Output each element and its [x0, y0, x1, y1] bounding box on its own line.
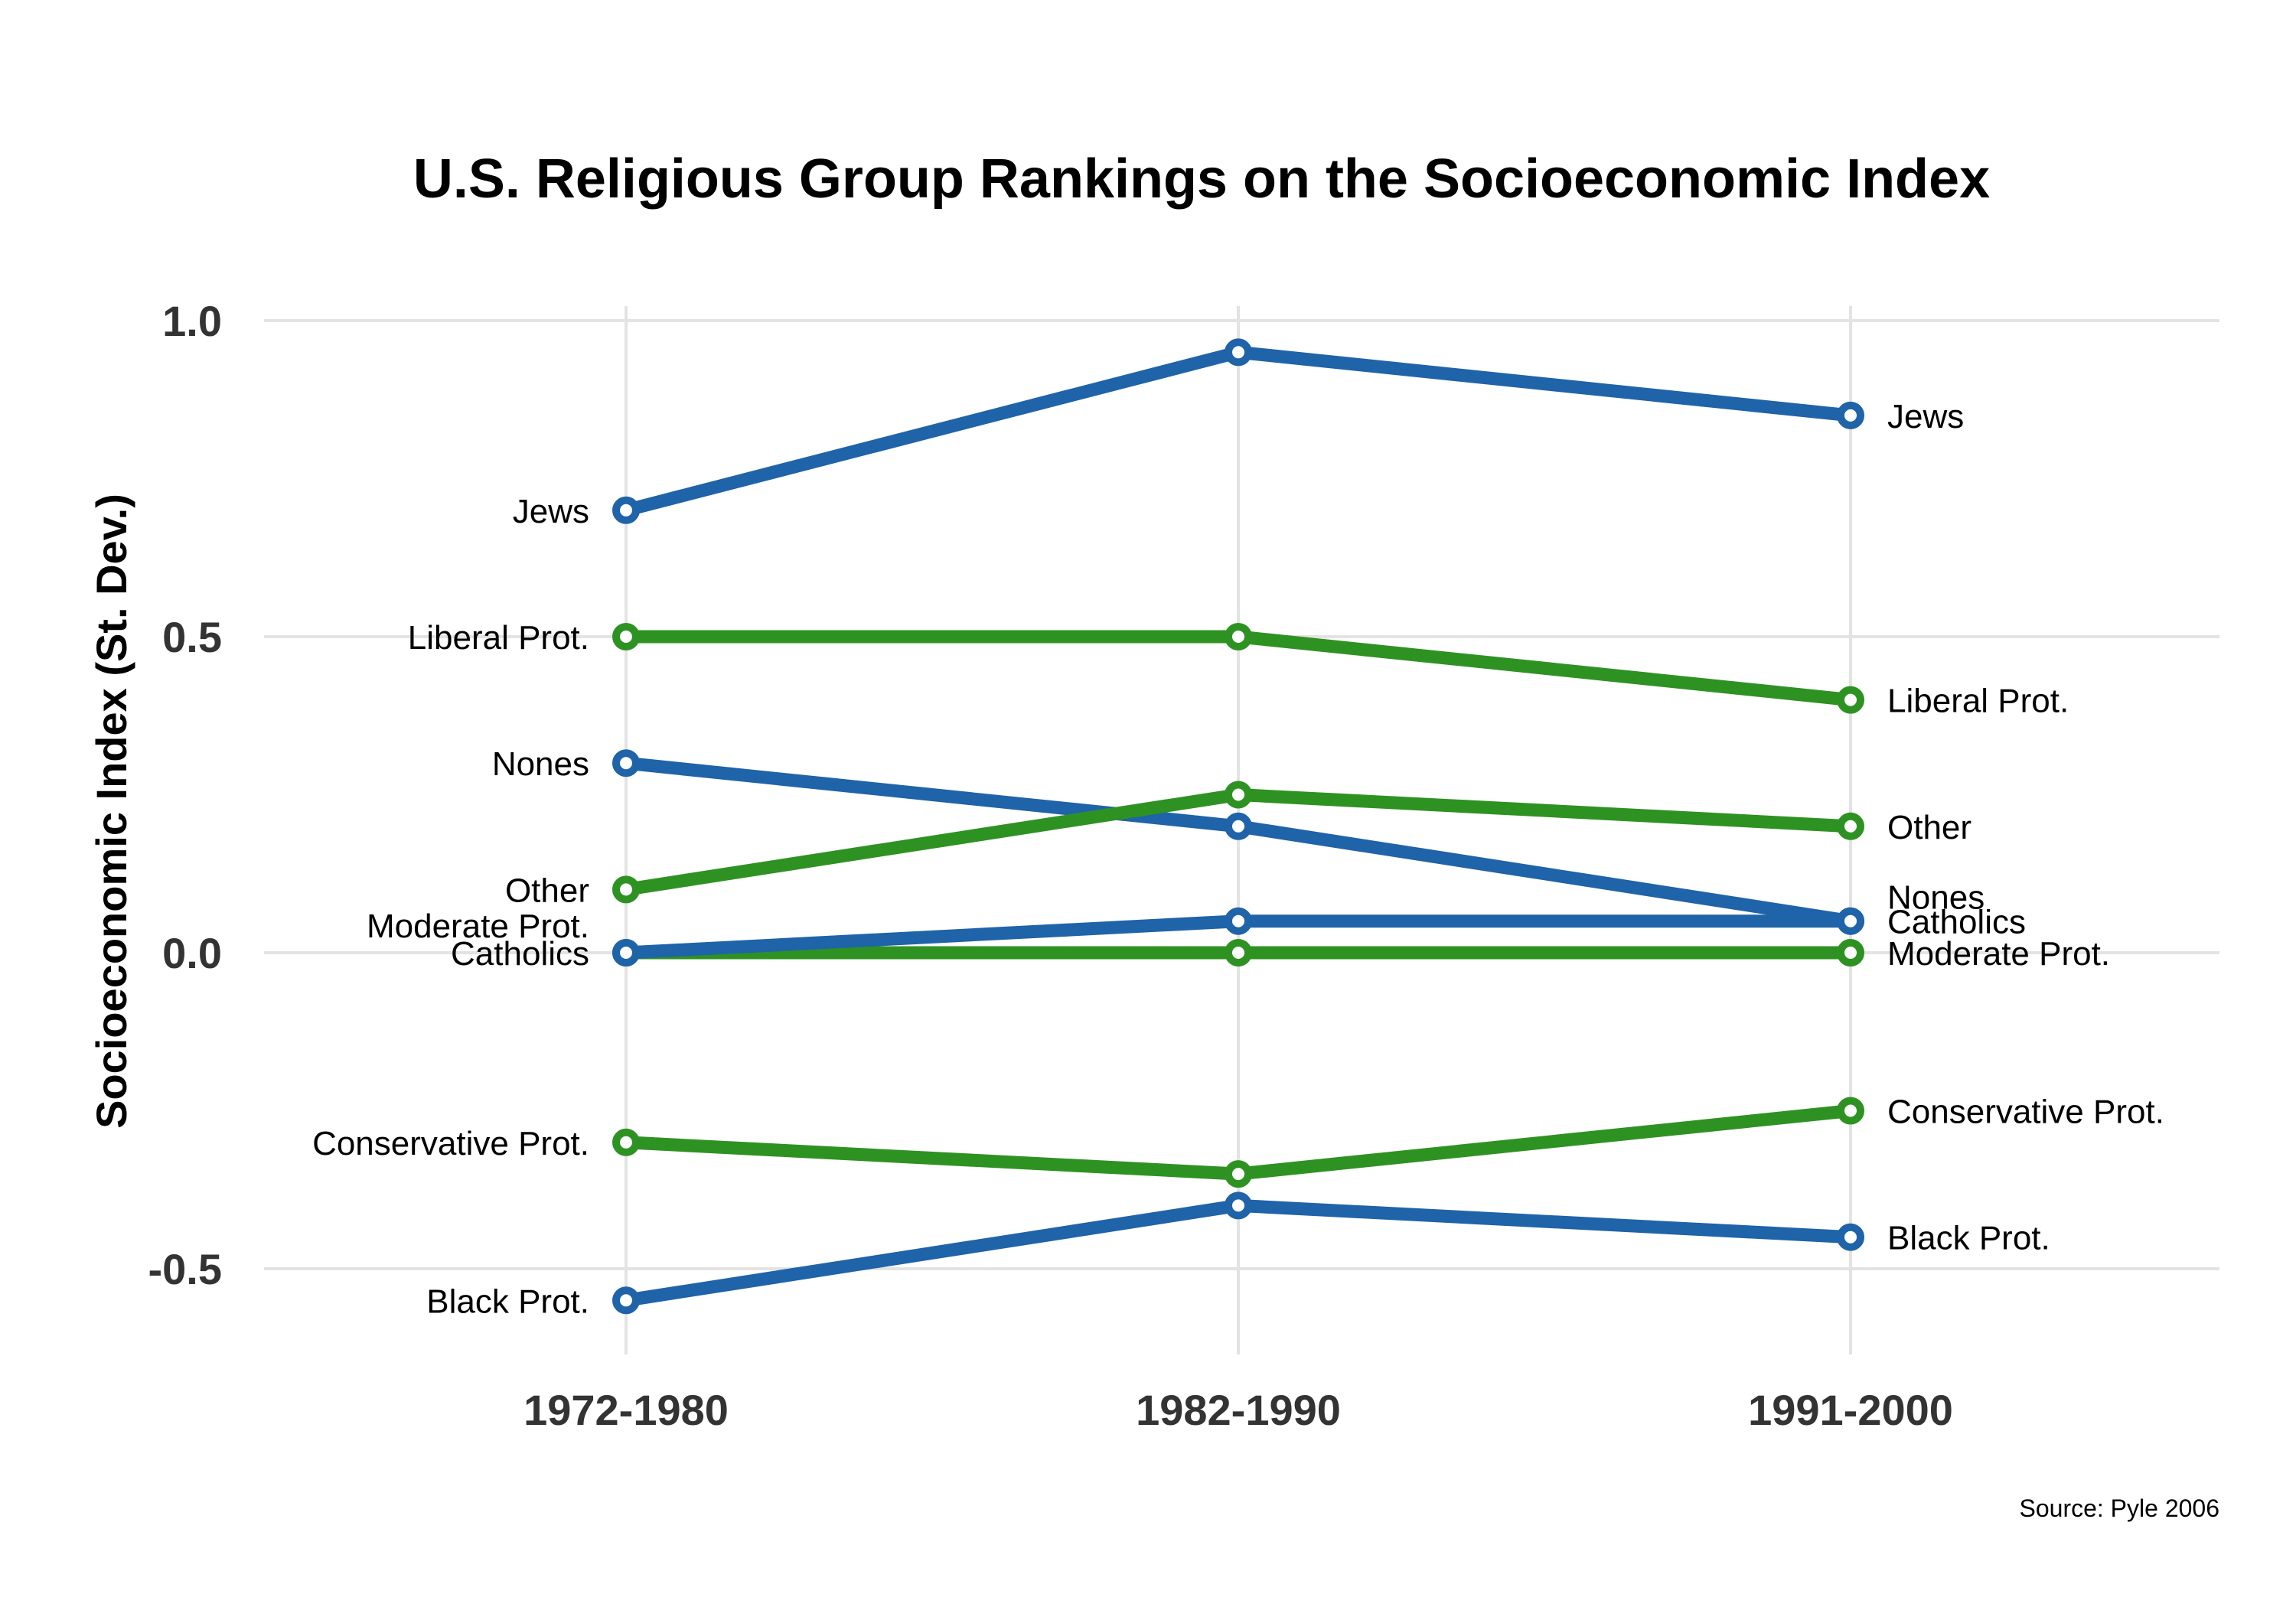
data-point-conservative-prot [1837, 1097, 1864, 1125]
data-point-moderate-prot [1837, 939, 1864, 966]
source-caption: Source: Pyle 2006 [2020, 1495, 2220, 1522]
series-label-left-liberal-prot: Liberal Prot. [408, 619, 589, 657]
data-point-moderate-prot [1225, 939, 1252, 966]
data-point-other [1837, 812, 1864, 840]
y-axis-ticks: 1.0 0.5 0.0 -0.5 [148, 297, 223, 1293]
series-label-left-conservative-prot: Conservative Prot. [312, 1125, 589, 1162]
series-label-right-other: Other [1887, 809, 1971, 846]
data-point-black-prot [1837, 1223, 1864, 1251]
data-point-conservative-prot [1225, 1160, 1252, 1188]
y-tick-label: -0.5 [148, 1245, 223, 1293]
data-point-jews [1837, 401, 1864, 429]
data-point-catholics [1837, 907, 1864, 935]
data-point-catholics [1225, 907, 1252, 935]
series-label-left-other: Other [505, 872, 589, 909]
data-point-conservative-prot [612, 1128, 640, 1156]
data-point-jews [1225, 338, 1252, 367]
x-tick-label: 1972-1980 [523, 1386, 729, 1434]
data-point-black-prot [612, 1286, 640, 1315]
data-point-other [612, 875, 640, 904]
series-label-left-catholics: Catholics [451, 935, 589, 973]
data-point-liberal-prot [1837, 686, 1864, 714]
series-label-right-jews: Jews [1887, 398, 1964, 435]
chart-title: U.S. Religious Group Rankings on the Soc… [413, 148, 1990, 210]
series-label-right-conservative-prot: Conservative Prot. [1887, 1094, 2164, 1131]
data-point-black-prot [1225, 1191, 1252, 1220]
series-label-left-jews: Jews [513, 493, 589, 530]
data-point-other [1225, 781, 1252, 809]
series-label-left-moderate-prot: Moderate Prot. [367, 908, 589, 945]
data-point-liberal-prot [1225, 623, 1252, 650]
data-point-catholics [612, 939, 640, 966]
series-label-right-liberal-prot: Liberal Prot. [1887, 683, 2069, 720]
series-label-left-nones: Nones [492, 745, 589, 783]
y-tick-label: 0.0 [162, 929, 222, 977]
series-label-right-moderate-prot: Moderate Prot. [1887, 935, 2110, 973]
x-tick-label: 1982-1990 [1136, 1386, 1341, 1434]
series-label-left-black-prot: Black Prot. [426, 1283, 589, 1320]
y-axis-label: Socioeconomic Index (St. Dev.) [87, 494, 135, 1129]
y-tick-label: 1.0 [162, 297, 222, 345]
x-axis-ticks: 1972-1980 1982-1990 1991-2000 [523, 1386, 1953, 1434]
data-point-liberal-prot [612, 623, 640, 650]
series-points [612, 338, 1864, 1315]
data-point-nones [612, 749, 640, 777]
series-labels: Jews Jews Liberal Prot. Liberal Prot. Nones N… [312, 398, 2164, 1320]
data-point-jews [612, 496, 640, 524]
series-label-right-black-prot: Black Prot. [1887, 1220, 2050, 1257]
y-tick-label: 0.5 [162, 613, 222, 661]
x-tick-label: 1991-2000 [1748, 1386, 1953, 1434]
series-label-right-catholics: Catholics [1887, 904, 2026, 941]
series-label-right-nones: Nones [1887, 879, 1985, 917]
data-point-nones [1225, 812, 1252, 840]
